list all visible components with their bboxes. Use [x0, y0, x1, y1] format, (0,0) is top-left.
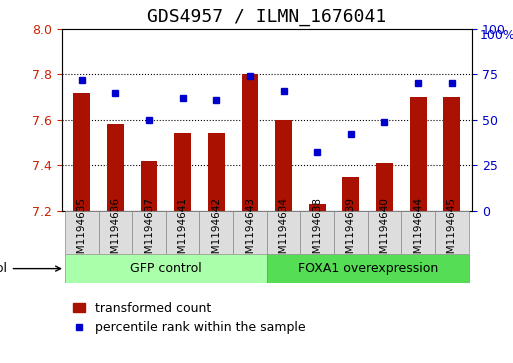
- Text: protocol: protocol: [0, 262, 61, 275]
- Bar: [242, 74, 259, 211]
- Text: GSM1194634: GSM1194634: [279, 197, 289, 267]
- Bar: [343, 176, 359, 211]
- Text: GSM1194639: GSM1194639: [346, 197, 356, 267]
- FancyBboxPatch shape: [267, 254, 468, 283]
- Text: GSM1194645: GSM1194645: [447, 197, 457, 267]
- Text: GSM1194644: GSM1194644: [413, 197, 423, 267]
- Bar: [376, 163, 393, 211]
- Bar: [275, 120, 292, 211]
- FancyBboxPatch shape: [301, 211, 334, 254]
- Text: GFP control: GFP control: [130, 262, 202, 275]
- Text: GSM1194640: GSM1194640: [380, 197, 389, 267]
- Title: GDS4957 / ILMN_1676041: GDS4957 / ILMN_1676041: [147, 8, 386, 26]
- FancyBboxPatch shape: [368, 211, 401, 254]
- FancyBboxPatch shape: [65, 211, 98, 254]
- FancyBboxPatch shape: [233, 211, 267, 254]
- FancyBboxPatch shape: [401, 211, 435, 254]
- Text: GSM1194642: GSM1194642: [211, 197, 221, 267]
- Bar: [309, 204, 326, 211]
- FancyBboxPatch shape: [65, 254, 267, 283]
- FancyBboxPatch shape: [166, 211, 200, 254]
- Text: GSM1194637: GSM1194637: [144, 197, 154, 267]
- FancyBboxPatch shape: [200, 211, 233, 254]
- Text: 100%: 100%: [480, 29, 513, 42]
- FancyBboxPatch shape: [435, 211, 468, 254]
- FancyBboxPatch shape: [98, 211, 132, 254]
- Text: GSM1194638: GSM1194638: [312, 197, 322, 267]
- Bar: [208, 133, 225, 211]
- Legend: transformed count, percentile rank within the sample: transformed count, percentile rank withi…: [68, 297, 311, 339]
- Bar: [141, 160, 157, 211]
- Text: GSM1194635: GSM1194635: [77, 197, 87, 267]
- Bar: [410, 97, 426, 211]
- FancyBboxPatch shape: [132, 211, 166, 254]
- Text: GSM1194641: GSM1194641: [177, 197, 188, 267]
- Text: GSM1194643: GSM1194643: [245, 197, 255, 267]
- Text: GSM1194636: GSM1194636: [110, 197, 121, 267]
- Bar: [73, 93, 90, 211]
- Bar: [443, 97, 460, 211]
- FancyBboxPatch shape: [267, 211, 301, 254]
- Bar: [107, 124, 124, 211]
- Text: FOXA1 overexpression: FOXA1 overexpression: [298, 262, 438, 275]
- FancyBboxPatch shape: [334, 211, 368, 254]
- Bar: [174, 133, 191, 211]
